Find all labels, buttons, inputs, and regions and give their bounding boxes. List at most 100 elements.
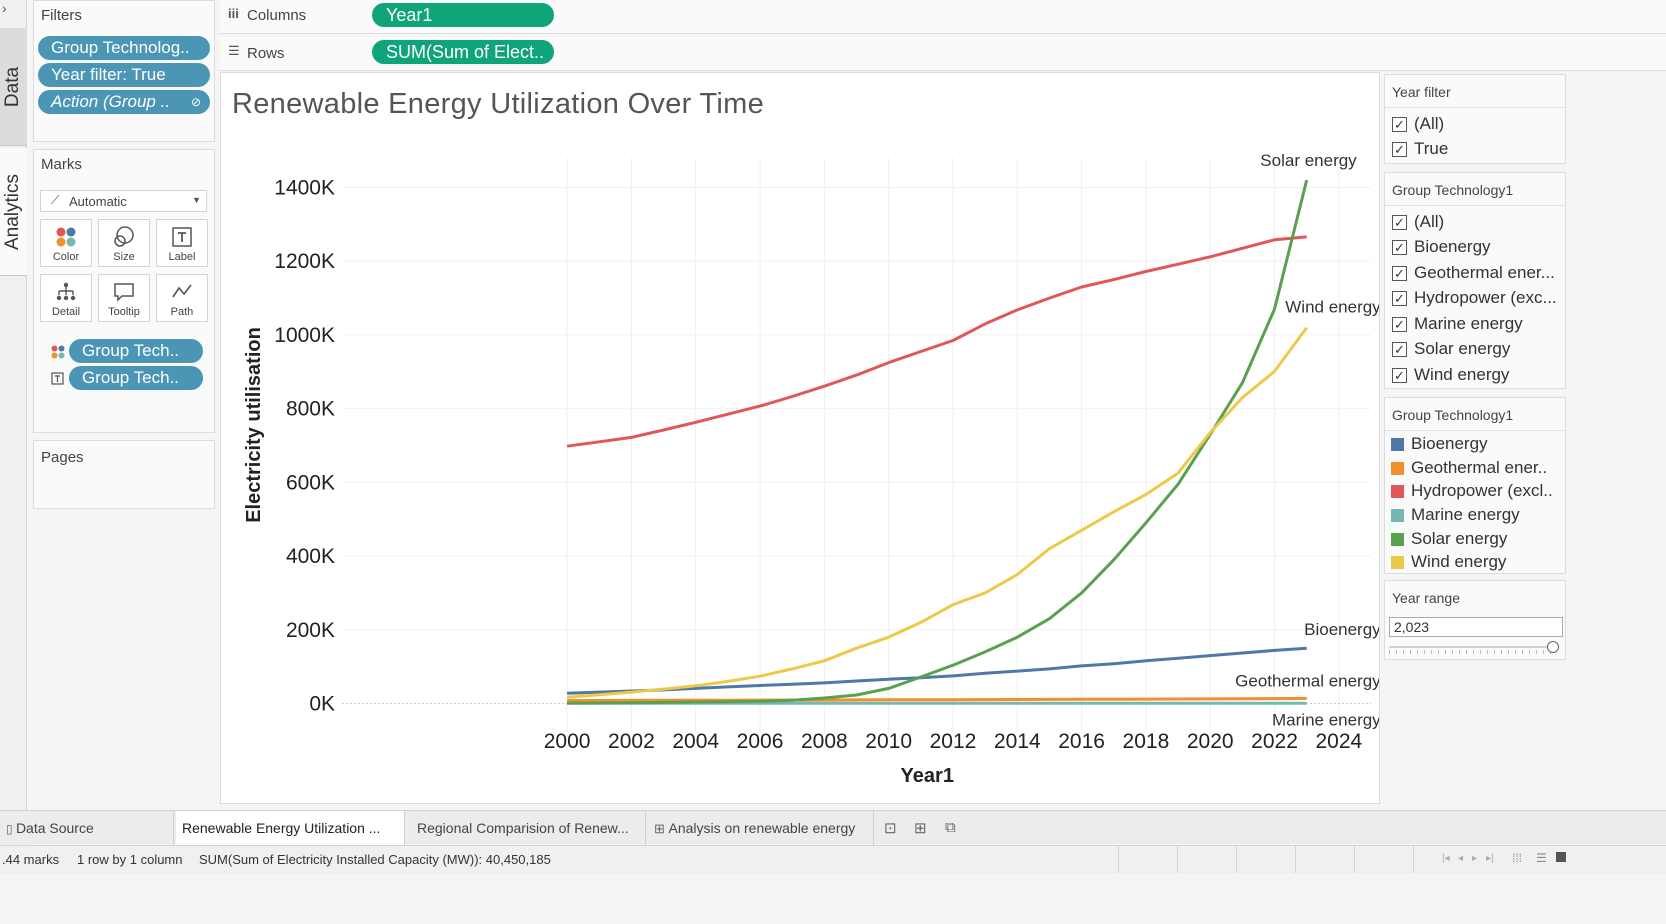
legend-swatch	[1391, 437, 1404, 451]
marks-field-label-pill[interactable]: Group Tech..	[69, 366, 203, 390]
nav-next-icon[interactable]: ▸	[1472, 853, 1478, 864]
tooltip-icon	[114, 283, 134, 302]
x-tick-label: 2002	[608, 730, 655, 753]
filters-title: Filters	[41, 7, 82, 24]
chart-title: Renewable Energy Utilization Over Time	[232, 88, 765, 120]
x-tick-label: 2012	[930, 730, 977, 753]
status-dividers	[1118, 846, 1438, 873]
marks-color-label: Color	[52, 251, 80, 263]
legend-item-marine[interactable]: Marine energy	[1391, 504, 1565, 526]
checkbox-checked-icon: ✓	[1392, 341, 1407, 357]
pages-card[interactable]: Pages	[33, 440, 215, 509]
marks-size-label: Size	[113, 251, 135, 263]
new-story-icon[interactable]: ⧉	[945, 819, 956, 836]
marks-color-button[interactable]: Color	[40, 219, 92, 267]
group-tech-option-geothermal[interactable]: ✓ Geothermal ener...	[1392, 261, 1564, 285]
filmstrip-view-icon[interactable]	[1556, 852, 1566, 862]
marks-title: Marks	[41, 156, 82, 173]
new-dashboard-icon[interactable]: ⊞	[914, 820, 927, 837]
checkbox-checked-icon: ✓	[1392, 367, 1407, 383]
status-sum: SUM(Sum of Electricity Installed Capacit…	[199, 852, 551, 867]
mark-type-value: Automatic	[69, 194, 127, 209]
status-bar: .44 marks 1 row by 1 column SUM(Sum of E…	[0, 845, 1666, 874]
year-range-slider[interactable]	[1389, 641, 1563, 655]
dashboard-icon: ⊞	[654, 821, 669, 836]
tab-renewable-energy-utilization[interactable]: Renewable Energy Utilization ...	[176, 811, 405, 845]
legend-item-hydropower[interactable]: Hydropower (excl..	[1391, 480, 1565, 502]
y-tick-label: 400K	[286, 545, 335, 568]
group-tech-filter-title: Group Technology1	[1392, 182, 1514, 198]
rows-pill-sum[interactable]: SUM(Sum of Elect..	[372, 40, 554, 64]
text-label-icon	[172, 227, 192, 247]
marks-field-color-pill[interactable]: Group Tech..	[69, 339, 203, 363]
marks-size-button[interactable]: Size	[98, 219, 150, 267]
year-range-card: Year range 2,023	[1384, 580, 1566, 660]
tab-data-source[interactable]: ▯ Data Source	[0, 811, 174, 845]
rows-label: Rows	[247, 45, 285, 62]
rows-shelf[interactable]: ☰ Rows SUM(Sum of Elect..	[220, 37, 1666, 71]
checkbox-checked-icon: ✓	[1392, 116, 1407, 132]
y-axis-title: Electricity utilisation	[243, 327, 265, 523]
year-range-input[interactable]: 2,023	[1389, 617, 1563, 637]
marks-detail-button[interactable]: Detail	[40, 274, 92, 322]
group-tech-option-solar[interactable]: ✓ Solar energy	[1392, 337, 1564, 361]
filter-pill-group-technology[interactable]: Group Technolog..	[38, 36, 210, 60]
tab-regional-comparision[interactable]: Regional Comparision of Renew...	[411, 811, 646, 845]
nav-prev-icon[interactable]: ◂	[1458, 853, 1464, 864]
tab-analytics[interactable]: Analytics	[0, 148, 27, 276]
legend-item-geothermal[interactable]: Geothermal ener..	[1391, 457, 1565, 479]
filter-pill-year-filter[interactable]: Year filter: True	[38, 63, 210, 87]
year-filter-option-true[interactable]: ✓ True	[1392, 137, 1564, 161]
y-tick-label: 1400K	[274, 176, 335, 199]
columns-shelf[interactable]: iii Columns Year1	[220, 0, 1666, 34]
group-tech-option-hydropower[interactable]: ✓ Hydropower (exc...	[1392, 286, 1564, 310]
mark-type-dropdown[interactable]: ⟋ Automatic ▼	[40, 190, 207, 212]
marks-tooltip-button[interactable]: Tooltip	[98, 274, 150, 322]
year-filter-option-all[interactable]: ✓ (All)	[1392, 112, 1564, 136]
status-marks: .44 marks	[2, 852, 60, 867]
marks-label-label: Label	[168, 251, 196, 263]
x-tick-label: 2014	[994, 730, 1041, 753]
y-tick-label: 0K	[309, 693, 335, 716]
tab-data-label: Data	[2, 66, 24, 107]
year-filter-title: Year filter	[1392, 84, 1451, 100]
series-line-geothermal-energy	[567, 696, 1307, 703]
marks-label-button[interactable]: Label	[156, 219, 208, 267]
group-tech-filter-card: Group Technology1 ✓ (All) ✓ Bioenergy ✓ Geo…	[1384, 172, 1566, 389]
series-end-label: Geothermal energy	[1235, 671, 1379, 690]
filter-pill-action[interactable]: Action (Group .. ⊘	[38, 90, 210, 114]
line-chart[interactable]: 0K 200K 400K 600K 800K 1000K 1200K 1400K 2000 200…	[221, 73, 1379, 803]
grid-view-icon[interactable]: ⁞⁞⁞	[1512, 851, 1523, 865]
columns-pill-year1[interactable]: Year1	[372, 3, 554, 27]
list-view-icon[interactable]: ☰	[1536, 851, 1547, 865]
marks-card: Marks ⟋ Automatic ▼ Color Size Label Det…	[33, 149, 215, 433]
x-tick-label: 2020	[1187, 730, 1234, 753]
legend-item-solar[interactable]: Solar energy	[1391, 528, 1565, 550]
tab-analysis-renewable[interactable]: ⊞ Analysis on renewable energy	[648, 811, 874, 845]
group-tech-option-bioenergy[interactable]: ✓ Bioenergy	[1392, 235, 1564, 259]
slider-ticks	[1389, 650, 1555, 654]
legend-item-bioenergy[interactable]: Bioenergy	[1391, 433, 1565, 455]
side-tab-strip: › Data Analytics	[0, 0, 27, 858]
y-tick-label: 800K	[286, 398, 335, 421]
group-tech-option-marine[interactable]: ✓ Marine energy	[1392, 312, 1564, 336]
chart-view[interactable]: Renewable Energy Utilization Over Time 0…	[220, 72, 1380, 804]
nav-first-icon[interactable]: |◂	[1442, 853, 1450, 864]
group-tech-option-wind[interactable]: ✓ Wind energy	[1392, 363, 1564, 387]
filters-card: Filters Group Technolog.. Year filter: T…	[33, 0, 215, 142]
slider-track	[1389, 646, 1555, 648]
collapse-arrow-icon[interactable]: ›	[2, 0, 7, 16]
slider-handle[interactable]	[1547, 641, 1559, 653]
legend-swatch	[1391, 484, 1404, 498]
marks-path-button[interactable]: Path	[156, 274, 208, 322]
group-tech-option-all[interactable]: ✓ (All)	[1392, 210, 1564, 234]
y-tick-label: 1200K	[274, 250, 335, 273]
legend-item-wind[interactable]: Wind energy	[1391, 551, 1565, 573]
columns-label: Columns	[247, 7, 307, 24]
tab-data[interactable]: Data	[0, 28, 27, 146]
series-line-hydropower-excl-	[566, 235, 1307, 448]
size-icon	[114, 226, 134, 247]
nav-last-icon[interactable]: ▸|	[1486, 853, 1494, 864]
tab-data-source-label: Data Source	[15, 820, 94, 836]
new-worksheet-icon[interactable]: ⊡	[884, 820, 897, 837]
